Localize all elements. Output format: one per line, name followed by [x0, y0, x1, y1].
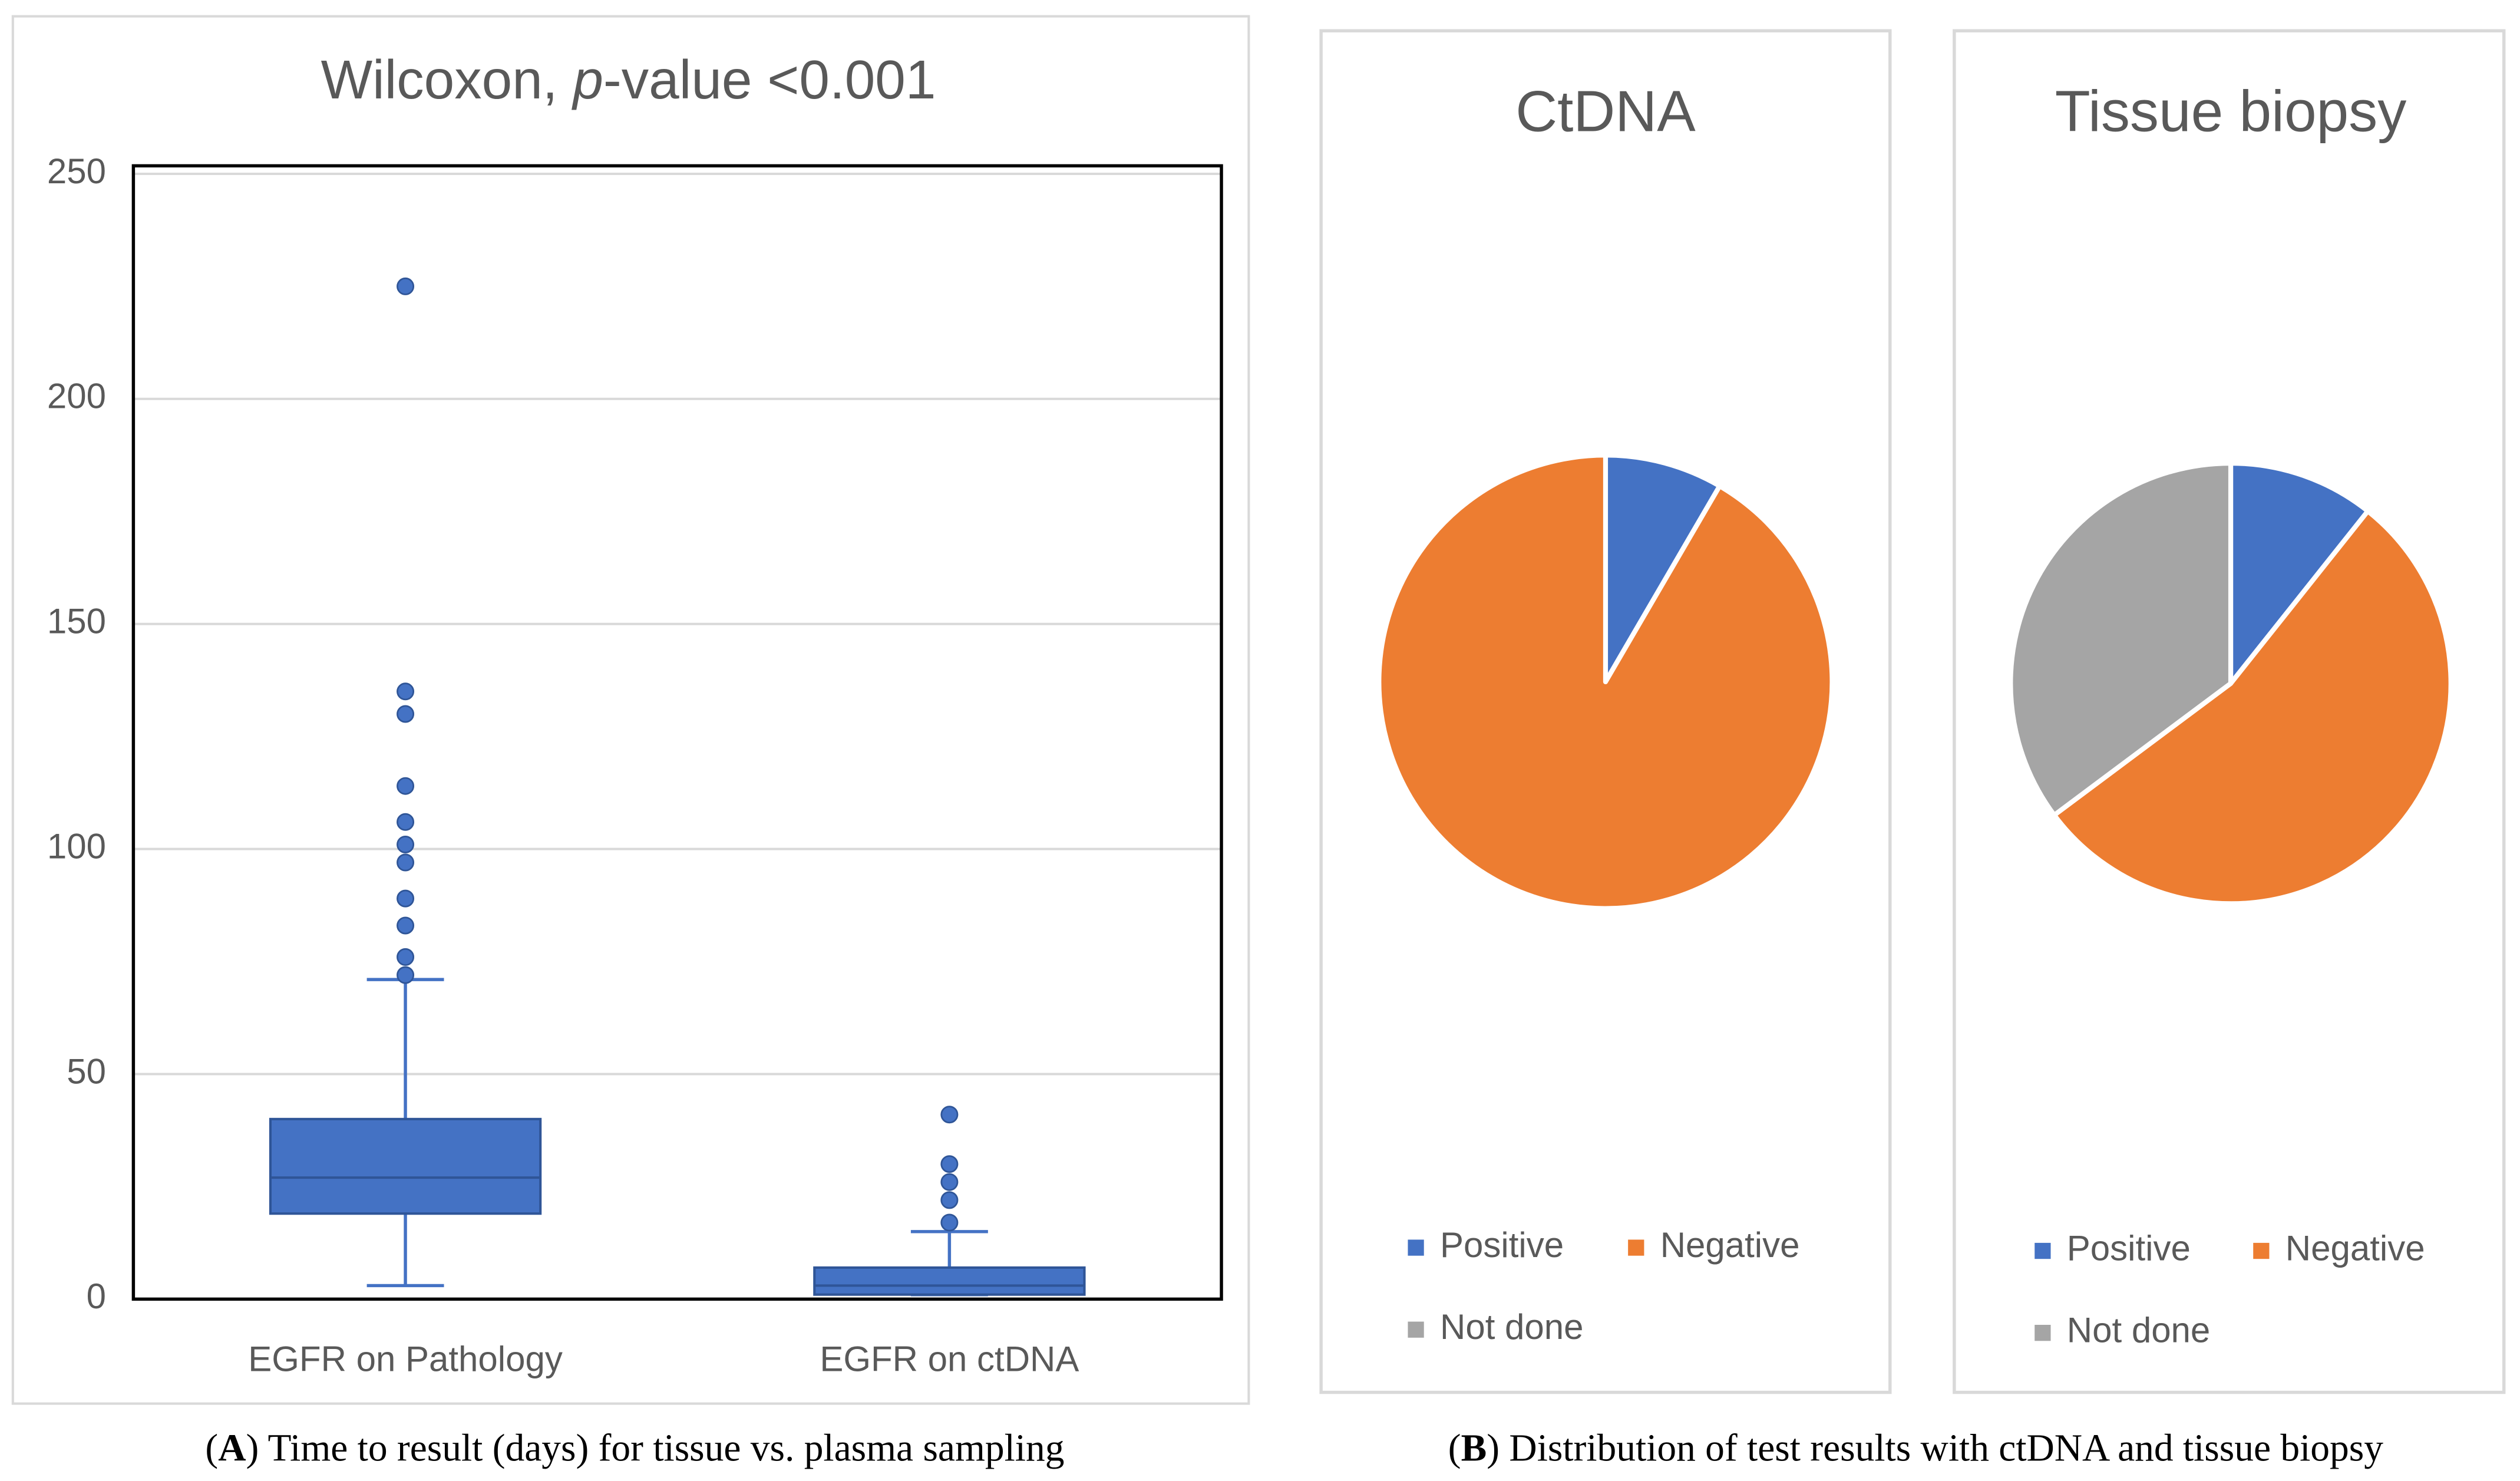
outlier	[397, 889, 415, 908]
title-part: -value <0.001	[603, 49, 936, 110]
y-tick-label: 150	[47, 602, 106, 641]
caption-part: ) Distribution of test results with ctDN…	[1487, 1427, 2383, 1470]
y-tick-label: 100	[47, 826, 106, 866]
title-part: p	[571, 49, 603, 110]
y-tick-label: 250	[47, 151, 106, 191]
legend-swatch	[1408, 1321, 1424, 1338]
caption-label: A	[218, 1427, 246, 1470]
outlier	[397, 835, 415, 853]
legend-label: Positive	[2067, 1228, 2191, 1268]
panel-a-frame	[11, 15, 1250, 1405]
outlier	[940, 1173, 959, 1191]
outlier	[397, 777, 415, 795]
chart-title: CtDNA	[1515, 79, 1696, 144]
legend-swatch	[1628, 1239, 1644, 1256]
x-tick-label: EGFR on Pathology	[248, 1340, 563, 1379]
outlier	[940, 1155, 959, 1173]
legend-label: Negative	[2285, 1228, 2425, 1268]
caption: (B) Distribution of test results with ct…	[1448, 1427, 2383, 1470]
outlier	[940, 1191, 959, 1209]
y-tick-label: 50	[67, 1051, 106, 1091]
pie-slice	[1376, 453, 1835, 911]
legend-swatch	[1408, 1239, 1424, 1256]
outlier	[397, 277, 415, 295]
chart-title: Tissue biopsy	[2055, 79, 2407, 144]
pie-slice	[2008, 460, 2234, 818]
outlier	[397, 682, 415, 701]
caption-part: ) Time to result (days) for tissue vs. p…	[246, 1427, 1064, 1470]
legend-swatch	[2035, 1325, 2051, 1341]
pie-slice	[2052, 509, 2453, 906]
box	[813, 1266, 1086, 1296]
outlier	[940, 1213, 959, 1232]
plot-border	[131, 164, 1223, 1301]
pie-slice	[1603, 453, 1722, 685]
chart-title: Wilcoxon, p-value <0.001	[321, 49, 936, 110]
y-tick-label: 200	[47, 377, 106, 416]
legend-label: Not done	[2067, 1310, 2211, 1350]
legend-swatch	[2253, 1242, 2270, 1259]
outlier	[397, 853, 415, 872]
title-part: Wilcoxon,	[321, 49, 573, 110]
outlier	[397, 966, 415, 984]
box	[269, 1117, 542, 1215]
outlier	[397, 813, 415, 831]
caption-part: (	[1448, 1427, 1461, 1470]
legend-label: Not done	[1440, 1307, 1584, 1347]
legend-label: Negative	[1660, 1225, 1800, 1265]
x-tick-label: EGFR on ctDNA	[820, 1340, 1079, 1379]
outlier	[397, 916, 415, 935]
y-tick-label: 0	[87, 1277, 106, 1316]
pie-slice	[2228, 460, 2370, 686]
legend-swatch	[2035, 1242, 2051, 1259]
caption-part: (	[205, 1427, 218, 1470]
outlier	[397, 705, 415, 723]
outlier	[397, 948, 415, 966]
outlier	[940, 1106, 959, 1124]
caption-label: B	[1461, 1427, 1487, 1470]
legend-label: Positive	[1440, 1225, 1564, 1265]
caption: (A) Time to result (days) for tissue vs.…	[205, 1427, 1064, 1470]
